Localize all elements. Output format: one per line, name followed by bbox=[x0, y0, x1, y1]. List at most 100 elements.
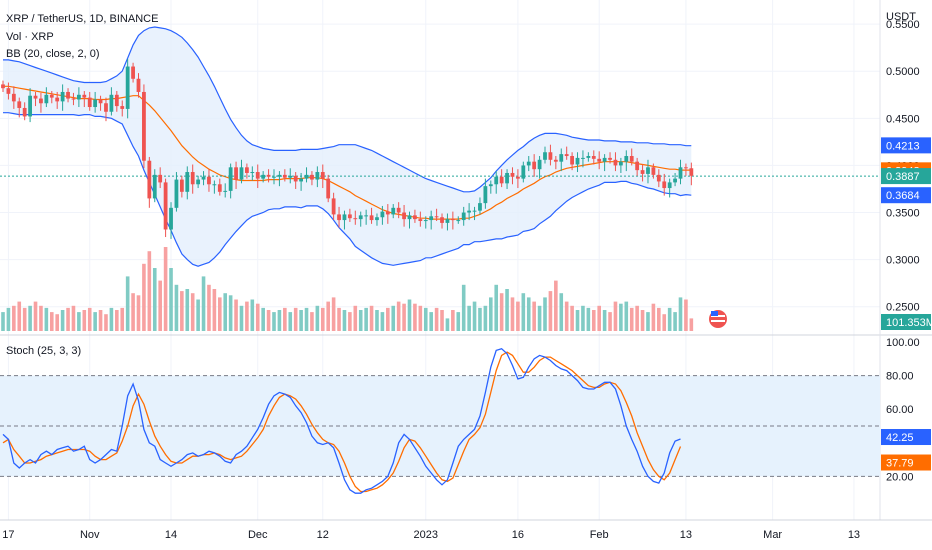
volume-bar bbox=[597, 305, 601, 331]
volume-bar bbox=[358, 310, 363, 331]
volume-bar bbox=[115, 310, 119, 331]
volume-bar bbox=[152, 268, 157, 331]
volume-bar bbox=[635, 305, 639, 331]
candle bbox=[656, 169, 661, 188]
candle bbox=[629, 148, 634, 166]
volume-bar bbox=[288, 312, 293, 331]
volume-bar bbox=[12, 305, 16, 331]
volume-bar bbox=[293, 307, 298, 331]
stoch-legend[interactable]: Stoch (25, 3, 3) bbox=[6, 345, 81, 357]
volume-bar bbox=[440, 310, 444, 331]
candle bbox=[364, 209, 369, 225]
volume-bar bbox=[77, 312, 81, 331]
candle bbox=[651, 163, 656, 179]
candle bbox=[483, 178, 488, 209]
volume-bar bbox=[22, 307, 27, 331]
candle bbox=[375, 213, 379, 226]
volume-bar bbox=[55, 314, 59, 331]
volume-bar bbox=[451, 310, 455, 331]
volume-bar bbox=[272, 312, 276, 331]
volume-bar bbox=[478, 307, 482, 331]
time-tick-label: 12 bbox=[317, 529, 329, 541]
candle bbox=[613, 152, 618, 172]
volume-bar bbox=[445, 318, 450, 331]
volume-bar bbox=[315, 305, 320, 331]
time-axis[interactable]: 17 Nov 14 Dec 12 2023 16 Feb 13 Mar 13 bbox=[2, 529, 860, 541]
stoch-tick-label: 60.00 bbox=[886, 404, 914, 416]
volume-bar bbox=[505, 289, 509, 331]
price-tick-label: 0.2500 bbox=[886, 302, 920, 314]
us-flag-icon[interactable] bbox=[709, 310, 727, 328]
candle bbox=[380, 205, 385, 225]
stoch-axis[interactable]: 100.00 80.00 60.00 20.00 bbox=[886, 337, 920, 483]
candle bbox=[22, 102, 27, 121]
candle bbox=[76, 87, 81, 108]
candle bbox=[223, 183, 228, 198]
volume-bar bbox=[196, 299, 200, 331]
volume-bar bbox=[71, 305, 76, 331]
candle bbox=[239, 159, 244, 184]
time-tick-label: 17 bbox=[2, 529, 14, 541]
candle bbox=[347, 208, 352, 222]
svg-text:0.4213: 0.4213 bbox=[886, 140, 920, 152]
stoch-tick-label: 20.00 bbox=[886, 471, 914, 483]
volume-bar bbox=[575, 310, 580, 331]
volume-bar bbox=[662, 314, 667, 331]
volume-bar bbox=[418, 305, 423, 331]
candle bbox=[358, 211, 363, 227]
candle bbox=[564, 146, 569, 160]
volume-bar bbox=[28, 305, 32, 331]
candle bbox=[553, 156, 558, 170]
candle bbox=[597, 151, 602, 170]
volume-legend[interactable]: Vol · XRP bbox=[6, 31, 54, 43]
volume-bar bbox=[461, 284, 466, 331]
candle bbox=[234, 161, 238, 189]
volume-bar bbox=[369, 305, 374, 331]
bb-lower-line bbox=[3, 112, 692, 267]
candle bbox=[478, 197, 482, 215]
price-badge: 0.3887 bbox=[881, 168, 931, 185]
volume-bar bbox=[109, 307, 114, 331]
volume-bar bbox=[66, 307, 70, 331]
candle bbox=[71, 92, 76, 106]
volume-bar bbox=[624, 301, 629, 331]
candle bbox=[575, 152, 580, 173]
volume-bar bbox=[467, 305, 471, 331]
candle bbox=[250, 166, 255, 181]
volume-bar bbox=[104, 314, 108, 331]
bb-legend[interactable]: BB (20, close, 2, 0) bbox=[6, 48, 100, 60]
volume-bar bbox=[667, 307, 672, 331]
volume-bar bbox=[207, 284, 211, 331]
candle bbox=[39, 92, 43, 113]
candle bbox=[548, 144, 553, 166]
volume-bar bbox=[684, 299, 688, 331]
candle bbox=[445, 213, 450, 231]
candle bbox=[537, 156, 542, 179]
volume-bar bbox=[548, 291, 553, 331]
time-tick-label: 2023 bbox=[414, 529, 438, 541]
candle bbox=[212, 180, 217, 194]
candle bbox=[228, 163, 233, 199]
candle bbox=[337, 206, 341, 228]
volume-bar bbox=[261, 307, 265, 331]
volume-bar bbox=[651, 303, 656, 331]
stoch-tick-label: 80.00 bbox=[886, 371, 914, 383]
candle bbox=[488, 180, 493, 194]
candle bbox=[434, 208, 439, 222]
volume-bar bbox=[310, 312, 314, 331]
candle bbox=[87, 91, 92, 111]
volume-bar bbox=[456, 312, 461, 331]
candle bbox=[456, 216, 461, 224]
volume-bar bbox=[413, 303, 417, 331]
symbol-title[interactable]: XRP / TetherUS, 1D, BINANCE bbox=[6, 13, 158, 25]
candle bbox=[49, 91, 54, 104]
volume-bar bbox=[299, 310, 303, 331]
candle bbox=[293, 172, 298, 189]
volume-bar bbox=[174, 284, 179, 331]
candles bbox=[1, 58, 694, 239]
volume-bar bbox=[147, 251, 152, 331]
volume-bar bbox=[559, 293, 564, 331]
volume-bar bbox=[283, 307, 287, 331]
volume-bar bbox=[331, 297, 336, 331]
